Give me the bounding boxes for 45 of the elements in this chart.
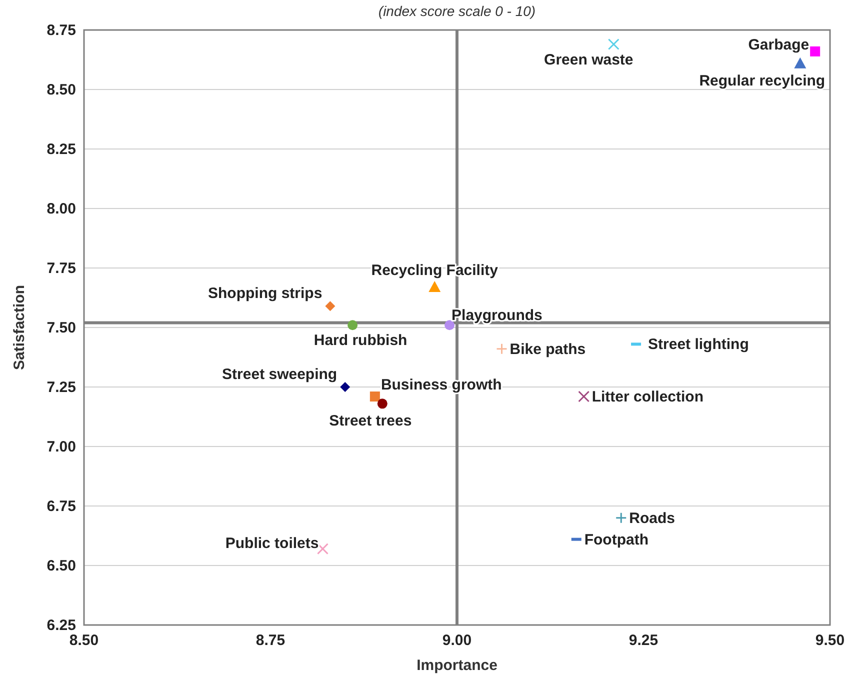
x-tick-label: 9.50 bbox=[815, 632, 845, 649]
point bbox=[316, 543, 328, 555]
y-tick-label: 7.50 bbox=[46, 320, 76, 336]
y-tick-label: 6.50 bbox=[46, 558, 76, 574]
y-axis-title: Satisfaction bbox=[11, 284, 28, 370]
y-tick-label: 6.25 bbox=[46, 617, 76, 634]
y-tick-label: 8.50 bbox=[46, 82, 76, 98]
point bbox=[810, 46, 820, 56]
series-label: Public toilets bbox=[225, 534, 319, 552]
series-label: Footpath bbox=[584, 531, 649, 548]
series-label: Green waste bbox=[544, 51, 634, 68]
point bbox=[340, 382, 350, 392]
point bbox=[325, 301, 336, 312]
series-label: Street lighting bbox=[648, 336, 749, 354]
y-tick-label: 6.75 bbox=[46, 498, 76, 515]
series-label: Street trees bbox=[329, 412, 412, 430]
point bbox=[370, 392, 380, 402]
point bbox=[794, 57, 806, 68]
chart-subtitle: (index score scale 0 - 10) bbox=[378, 3, 536, 19]
point bbox=[608, 38, 620, 50]
series-label: Garbage bbox=[748, 36, 810, 54]
x-tick-label: 9.25 bbox=[628, 632, 658, 649]
point bbox=[615, 512, 627, 524]
y-tick-label: 8.25 bbox=[46, 141, 76, 158]
point bbox=[578, 390, 590, 402]
point bbox=[496, 343, 508, 355]
y-tick-label: 8.75 bbox=[46, 22, 76, 39]
series-label: Roads bbox=[629, 510, 675, 527]
point bbox=[377, 398, 388, 409]
y-tick-label: 7.25 bbox=[46, 379, 76, 396]
y-tick-label: 8.00 bbox=[46, 200, 76, 218]
series-label: Shopping strips bbox=[208, 285, 322, 302]
point bbox=[348, 320, 358, 330]
y-tick-label: 7.75 bbox=[46, 260, 76, 277]
point bbox=[428, 281, 441, 292]
series-label: Hard rubbish bbox=[314, 332, 408, 350]
x-tick-label: 9.00 bbox=[442, 632, 472, 649]
series-label: Litter collection bbox=[592, 388, 704, 406]
series-label: Regular recylcing bbox=[699, 72, 826, 90]
series-label: Bike paths bbox=[510, 340, 586, 358]
x-tick-label: 8.50 bbox=[69, 632, 99, 649]
y-tick-label: 7.00 bbox=[46, 438, 76, 456]
x-tick-label: 8.75 bbox=[256, 632, 286, 649]
x-axis-title: Importance bbox=[416, 657, 498, 674]
series-label: Street sweeping bbox=[222, 366, 338, 383]
